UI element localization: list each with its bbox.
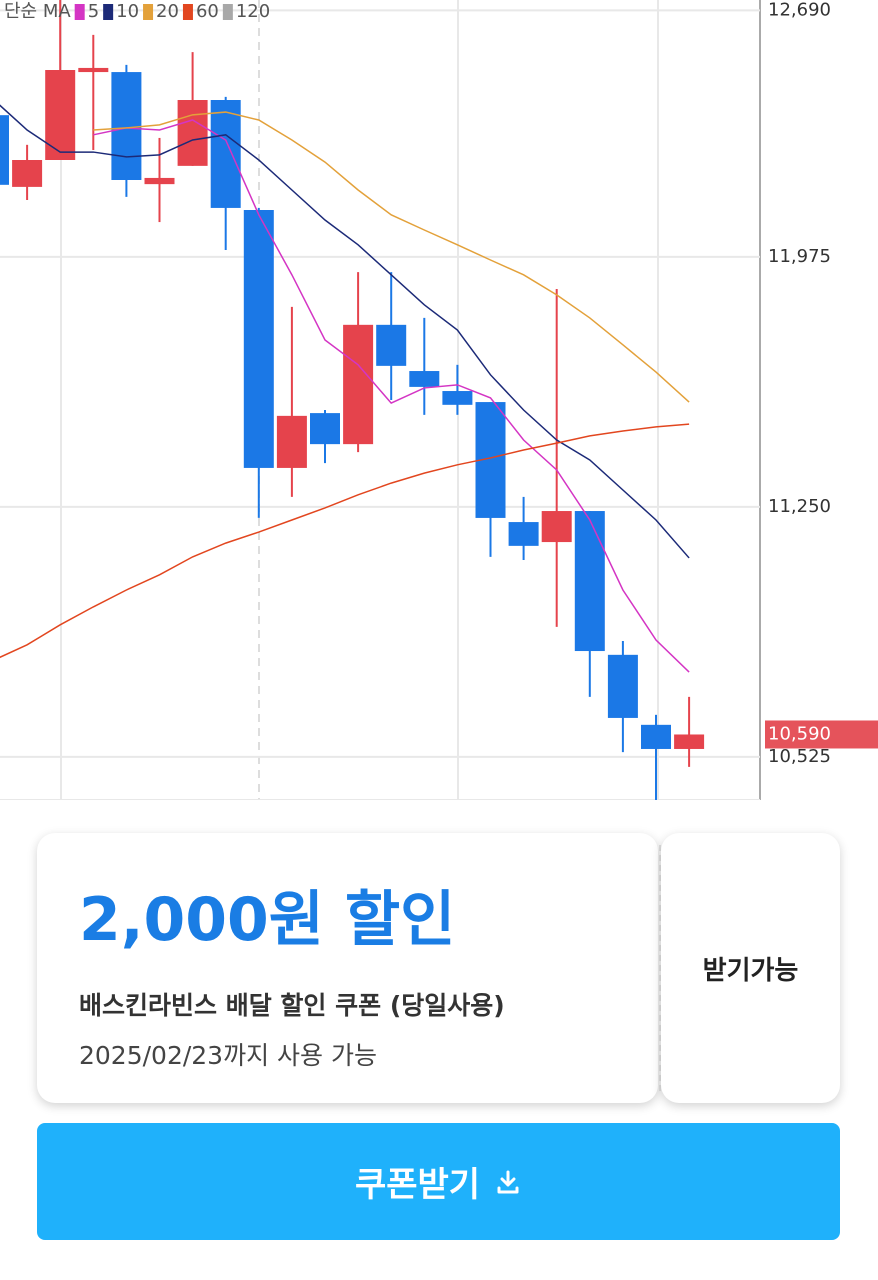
y-tick-label: 10,525 bbox=[768, 746, 831, 767]
candle-body bbox=[144, 177, 175, 185]
coupon-expiry: 2025/02/23까지 사용 가능 bbox=[79, 1041, 377, 1070]
coupon-card: 2,000원 할인 배스킨라빈스 배달 할인 쿠폰 (당일사용) 2025/02… bbox=[37, 833, 658, 1103]
candle-body bbox=[574, 511, 605, 652]
candle-body bbox=[45, 70, 76, 160]
legend-label: 120 bbox=[236, 1, 270, 22]
ma-line bbox=[0, 423, 690, 659]
legend-title: 단순 MA bbox=[4, 1, 71, 22]
candle-body bbox=[78, 67, 109, 73]
legend-swatch bbox=[74, 4, 85, 20]
candle-body bbox=[343, 324, 374, 445]
y-tick-label: 11,975 bbox=[768, 246, 831, 267]
legend-label: 60 bbox=[196, 1, 219, 22]
coupon-status: 받기가능 bbox=[661, 833, 840, 1103]
candle-body bbox=[409, 371, 440, 387]
status-text: 받기가능 bbox=[702, 955, 799, 986]
last-price-label: 10,590 bbox=[768, 723, 831, 744]
download-icon bbox=[497, 1170, 519, 1193]
legend-label: 5 bbox=[88, 1, 99, 22]
legend-swatch bbox=[103, 4, 114, 20]
candle-body bbox=[607, 654, 638, 718]
legend-label: 20 bbox=[156, 1, 179, 22]
y-tick-label: 12,690 bbox=[768, 0, 831, 20]
candle-body bbox=[276, 415, 307, 468]
candle-body bbox=[541, 511, 572, 543]
chart: 12,690 11,975 11,250 10,525 단순 MA 5 10 20 60 120 1… bbox=[0, 0, 878, 801]
candle-body bbox=[210, 100, 241, 208]
candle-body bbox=[12, 160, 43, 187]
candle-body bbox=[243, 210, 274, 468]
legend-swatch bbox=[182, 4, 193, 20]
candle-body bbox=[177, 100, 208, 166]
button-text: 쿠폰받기 bbox=[354, 1165, 481, 1205]
legend-swatch bbox=[222, 4, 233, 20]
coupon-amount: 2,000원 할인 bbox=[79, 885, 456, 955]
ma-line bbox=[0, 104, 690, 559]
candle-body bbox=[508, 522, 539, 546]
y-tick-label: 11,250 bbox=[768, 496, 831, 517]
legend-label: 10 bbox=[116, 1, 139, 22]
last-price-box bbox=[765, 720, 878, 749]
coupon-button[interactable]: 쿠폰받기 bbox=[37, 1123, 840, 1240]
candle-body bbox=[641, 724, 671, 749]
candle-body bbox=[0, 115, 9, 185]
candle-body bbox=[674, 734, 705, 749]
ma-line bbox=[93, 111, 690, 403]
ma-line bbox=[93, 119, 690, 673]
candle-body bbox=[111, 72, 142, 180]
separator bbox=[659, 845, 661, 1091]
candle-body bbox=[442, 391, 473, 405]
coupon-name: 배스킨라빈스 배달 할인 쿠폰 (당일사용) bbox=[79, 991, 505, 1020]
legend-swatch bbox=[143, 4, 154, 20]
candle-body bbox=[376, 324, 407, 366]
candle-body bbox=[310, 413, 340, 445]
